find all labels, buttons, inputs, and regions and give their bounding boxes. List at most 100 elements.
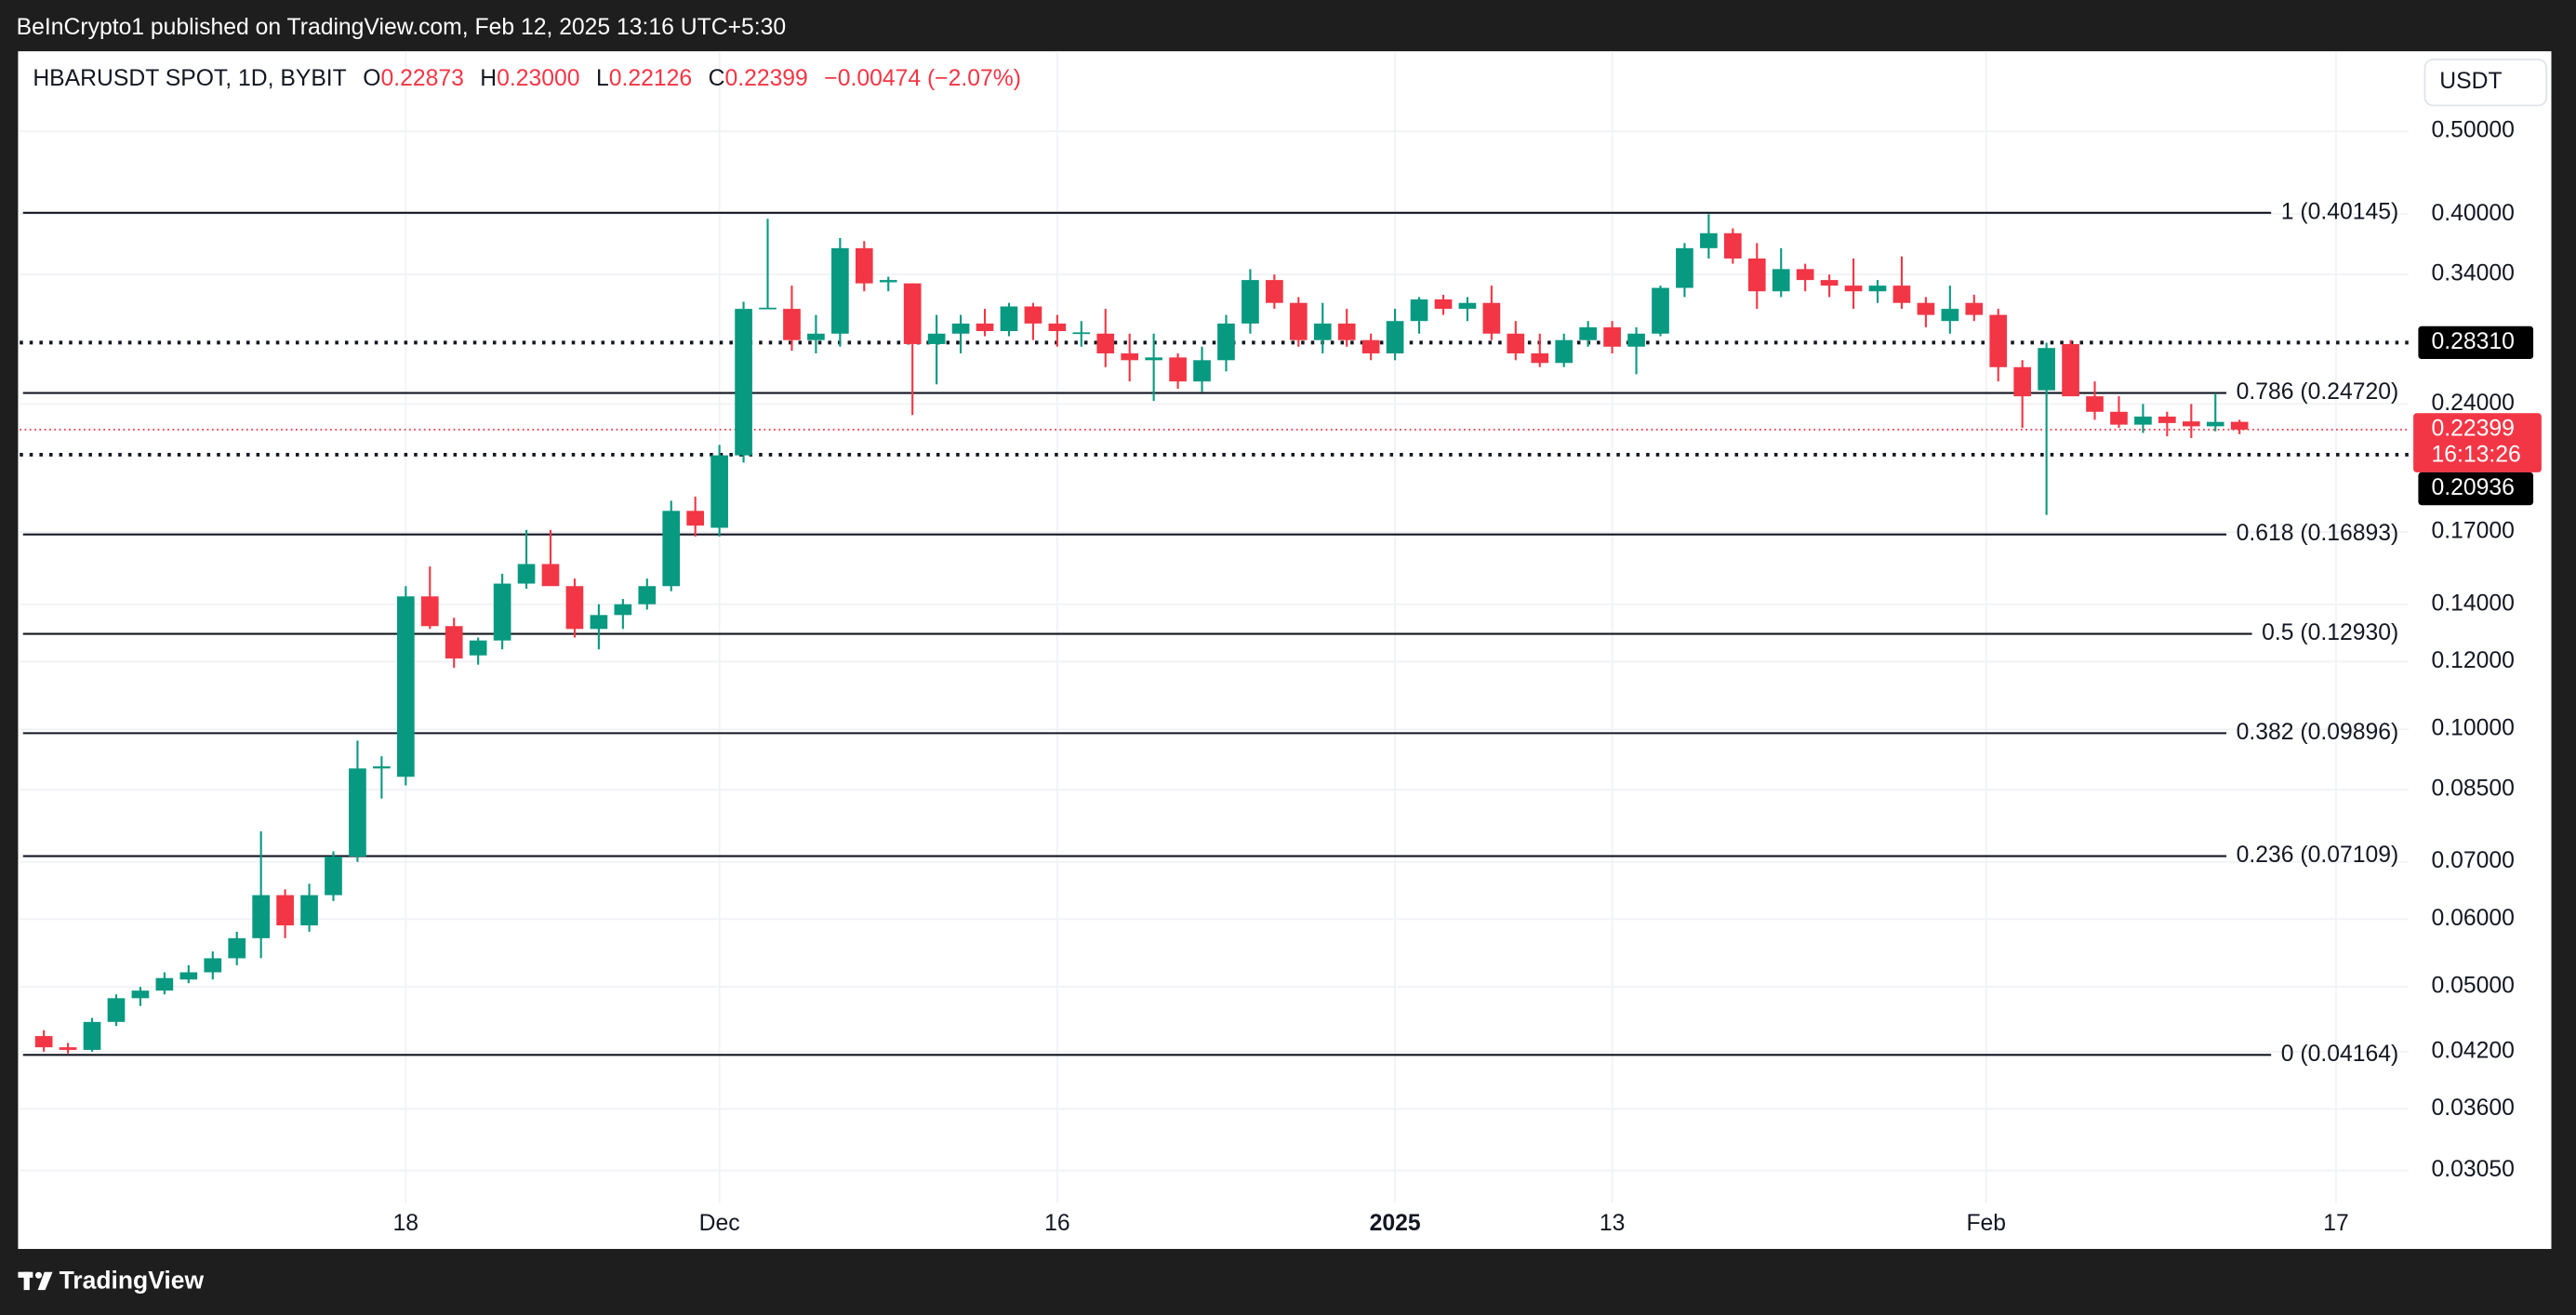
fib-label: 1 (0.40145) bbox=[2281, 199, 2398, 224]
x-tick-label: Feb bbox=[1966, 1211, 2006, 1236]
x-tick-label: 17 bbox=[2323, 1211, 2349, 1236]
fib-label: 0.236 (0.07109) bbox=[2237, 843, 2399, 868]
logo-part bbox=[23, 1271, 30, 1291]
candle-body bbox=[1700, 232, 1718, 248]
y-tick-label: 0.34000 bbox=[2432, 261, 2515, 286]
candle-body bbox=[1892, 286, 1911, 303]
ohlc-key: L bbox=[596, 66, 609, 91]
candle-body bbox=[396, 596, 415, 777]
candle-body bbox=[1193, 360, 1211, 382]
x-tick-label: 18 bbox=[393, 1211, 419, 1236]
candle-body bbox=[1000, 306, 1018, 332]
candle-body bbox=[1169, 357, 1187, 382]
last-price-box bbox=[2413, 413, 2542, 472]
y-tick-label: 0.10000 bbox=[2432, 716, 2515, 741]
candle-body bbox=[155, 977, 174, 991]
candle-body bbox=[1458, 302, 1477, 310]
candle-body bbox=[1507, 333, 1525, 353]
ohlc-value: 0.23000 bbox=[497, 66, 579, 91]
candle-body bbox=[1917, 302, 1935, 315]
candle-body bbox=[1121, 352, 1139, 361]
candle-body bbox=[2110, 411, 2128, 425]
candle-body bbox=[710, 455, 728, 528]
candle-body bbox=[34, 1036, 53, 1048]
candle-body bbox=[276, 895, 294, 926]
candle-body bbox=[662, 511, 681, 587]
ohlc-key: H bbox=[480, 66, 497, 91]
candle-body bbox=[951, 323, 970, 334]
candle-body bbox=[879, 280, 897, 283]
x-tick-label: 13 bbox=[1600, 1211, 1625, 1236]
candle-body bbox=[1965, 302, 1984, 315]
candle-body bbox=[1723, 232, 1742, 259]
candle-body bbox=[1579, 326, 1598, 340]
candle-body bbox=[1676, 247, 1693, 288]
countdown: 16:13:26 bbox=[2432, 443, 2521, 468]
fib-label: 0.382 (0.09896) bbox=[2237, 720, 2399, 745]
y-tick-label: 0.24000 bbox=[2432, 391, 2515, 416]
candle-body bbox=[735, 309, 752, 456]
candle-body bbox=[228, 937, 246, 959]
candle-body bbox=[1145, 357, 1162, 361]
candle-body bbox=[686, 511, 705, 526]
plot-area bbox=[18, 51, 2552, 1249]
y-tick-label: 0.14000 bbox=[2432, 591, 2515, 616]
candle-body bbox=[1603, 326, 1621, 347]
y-tick-label: 0.03600 bbox=[2432, 1096, 2515, 1121]
candle-body bbox=[1555, 339, 1573, 364]
candle-body bbox=[1627, 333, 1645, 347]
candle-body bbox=[1772, 269, 1790, 292]
candle-body bbox=[1289, 302, 1308, 340]
candle-body bbox=[2062, 343, 2079, 397]
candle-body bbox=[1434, 299, 1453, 310]
x-tick-label: 2025 bbox=[1370, 1211, 1421, 1236]
candle-body bbox=[759, 307, 777, 310]
publish-info: BeInCrypto1 published on TradingView.com… bbox=[17, 15, 786, 40]
candle-body bbox=[831, 247, 849, 334]
y-tick-label: 0.12000 bbox=[2432, 648, 2515, 673]
candle-body bbox=[493, 583, 511, 641]
fib-label: 0 (0.04164) bbox=[2281, 1042, 2398, 1067]
candle-body bbox=[2086, 396, 2104, 412]
candle-body bbox=[783, 309, 801, 340]
level-label: 0.20936 bbox=[2432, 475, 2515, 500]
level-box bbox=[2418, 325, 2534, 360]
currency[interactable]: USDT bbox=[2439, 69, 2502, 94]
candle-body bbox=[1531, 352, 1549, 364]
candle-body bbox=[1868, 286, 1887, 292]
last-price-label: 0.22399 bbox=[2432, 416, 2515, 441]
candle-body bbox=[252, 895, 270, 938]
candle-body bbox=[1072, 332, 1091, 335]
candle-body bbox=[1361, 339, 1380, 353]
candle-body bbox=[807, 333, 825, 340]
currency-box[interactable] bbox=[2423, 59, 2548, 107]
candle-body bbox=[903, 283, 922, 344]
candle-body bbox=[420, 596, 439, 627]
x-tick-label: 16 bbox=[1044, 1211, 1069, 1236]
candle-body bbox=[1217, 323, 1235, 361]
y-tick-label: 0.03050 bbox=[2432, 1157, 2515, 1182]
candle-body bbox=[1266, 280, 1283, 303]
y-tick-label: 0.06000 bbox=[2432, 906, 2515, 931]
fib-label: 0.786 (0.24720) bbox=[2237, 379, 2399, 405]
candle-body bbox=[325, 857, 342, 896]
candle-body bbox=[1386, 321, 1404, 353]
level-box bbox=[2418, 472, 2534, 506]
candle-body bbox=[349, 768, 366, 857]
candle-body bbox=[1796, 269, 1814, 281]
brand: TradingView bbox=[60, 1266, 205, 1294]
logo-part bbox=[37, 1271, 53, 1291]
candle-body bbox=[1096, 333, 1115, 353]
candle-body bbox=[131, 990, 150, 999]
candle-body bbox=[1820, 280, 1839, 286]
x-tick-label: Dec bbox=[699, 1211, 740, 1236]
candle-body bbox=[927, 333, 946, 344]
y-tick-label: 0.17000 bbox=[2432, 519, 2515, 544]
candle-body bbox=[1242, 280, 1259, 324]
candle-body bbox=[1989, 314, 2008, 367]
logo-part bbox=[34, 1271, 43, 1279]
chart-layer: 0.50000 0.40000 0.34000 0.24000 0.17000 0.140… bbox=[20, 51, 2542, 1236]
candle-body bbox=[1747, 258, 1766, 292]
candle-body bbox=[2182, 421, 2200, 427]
